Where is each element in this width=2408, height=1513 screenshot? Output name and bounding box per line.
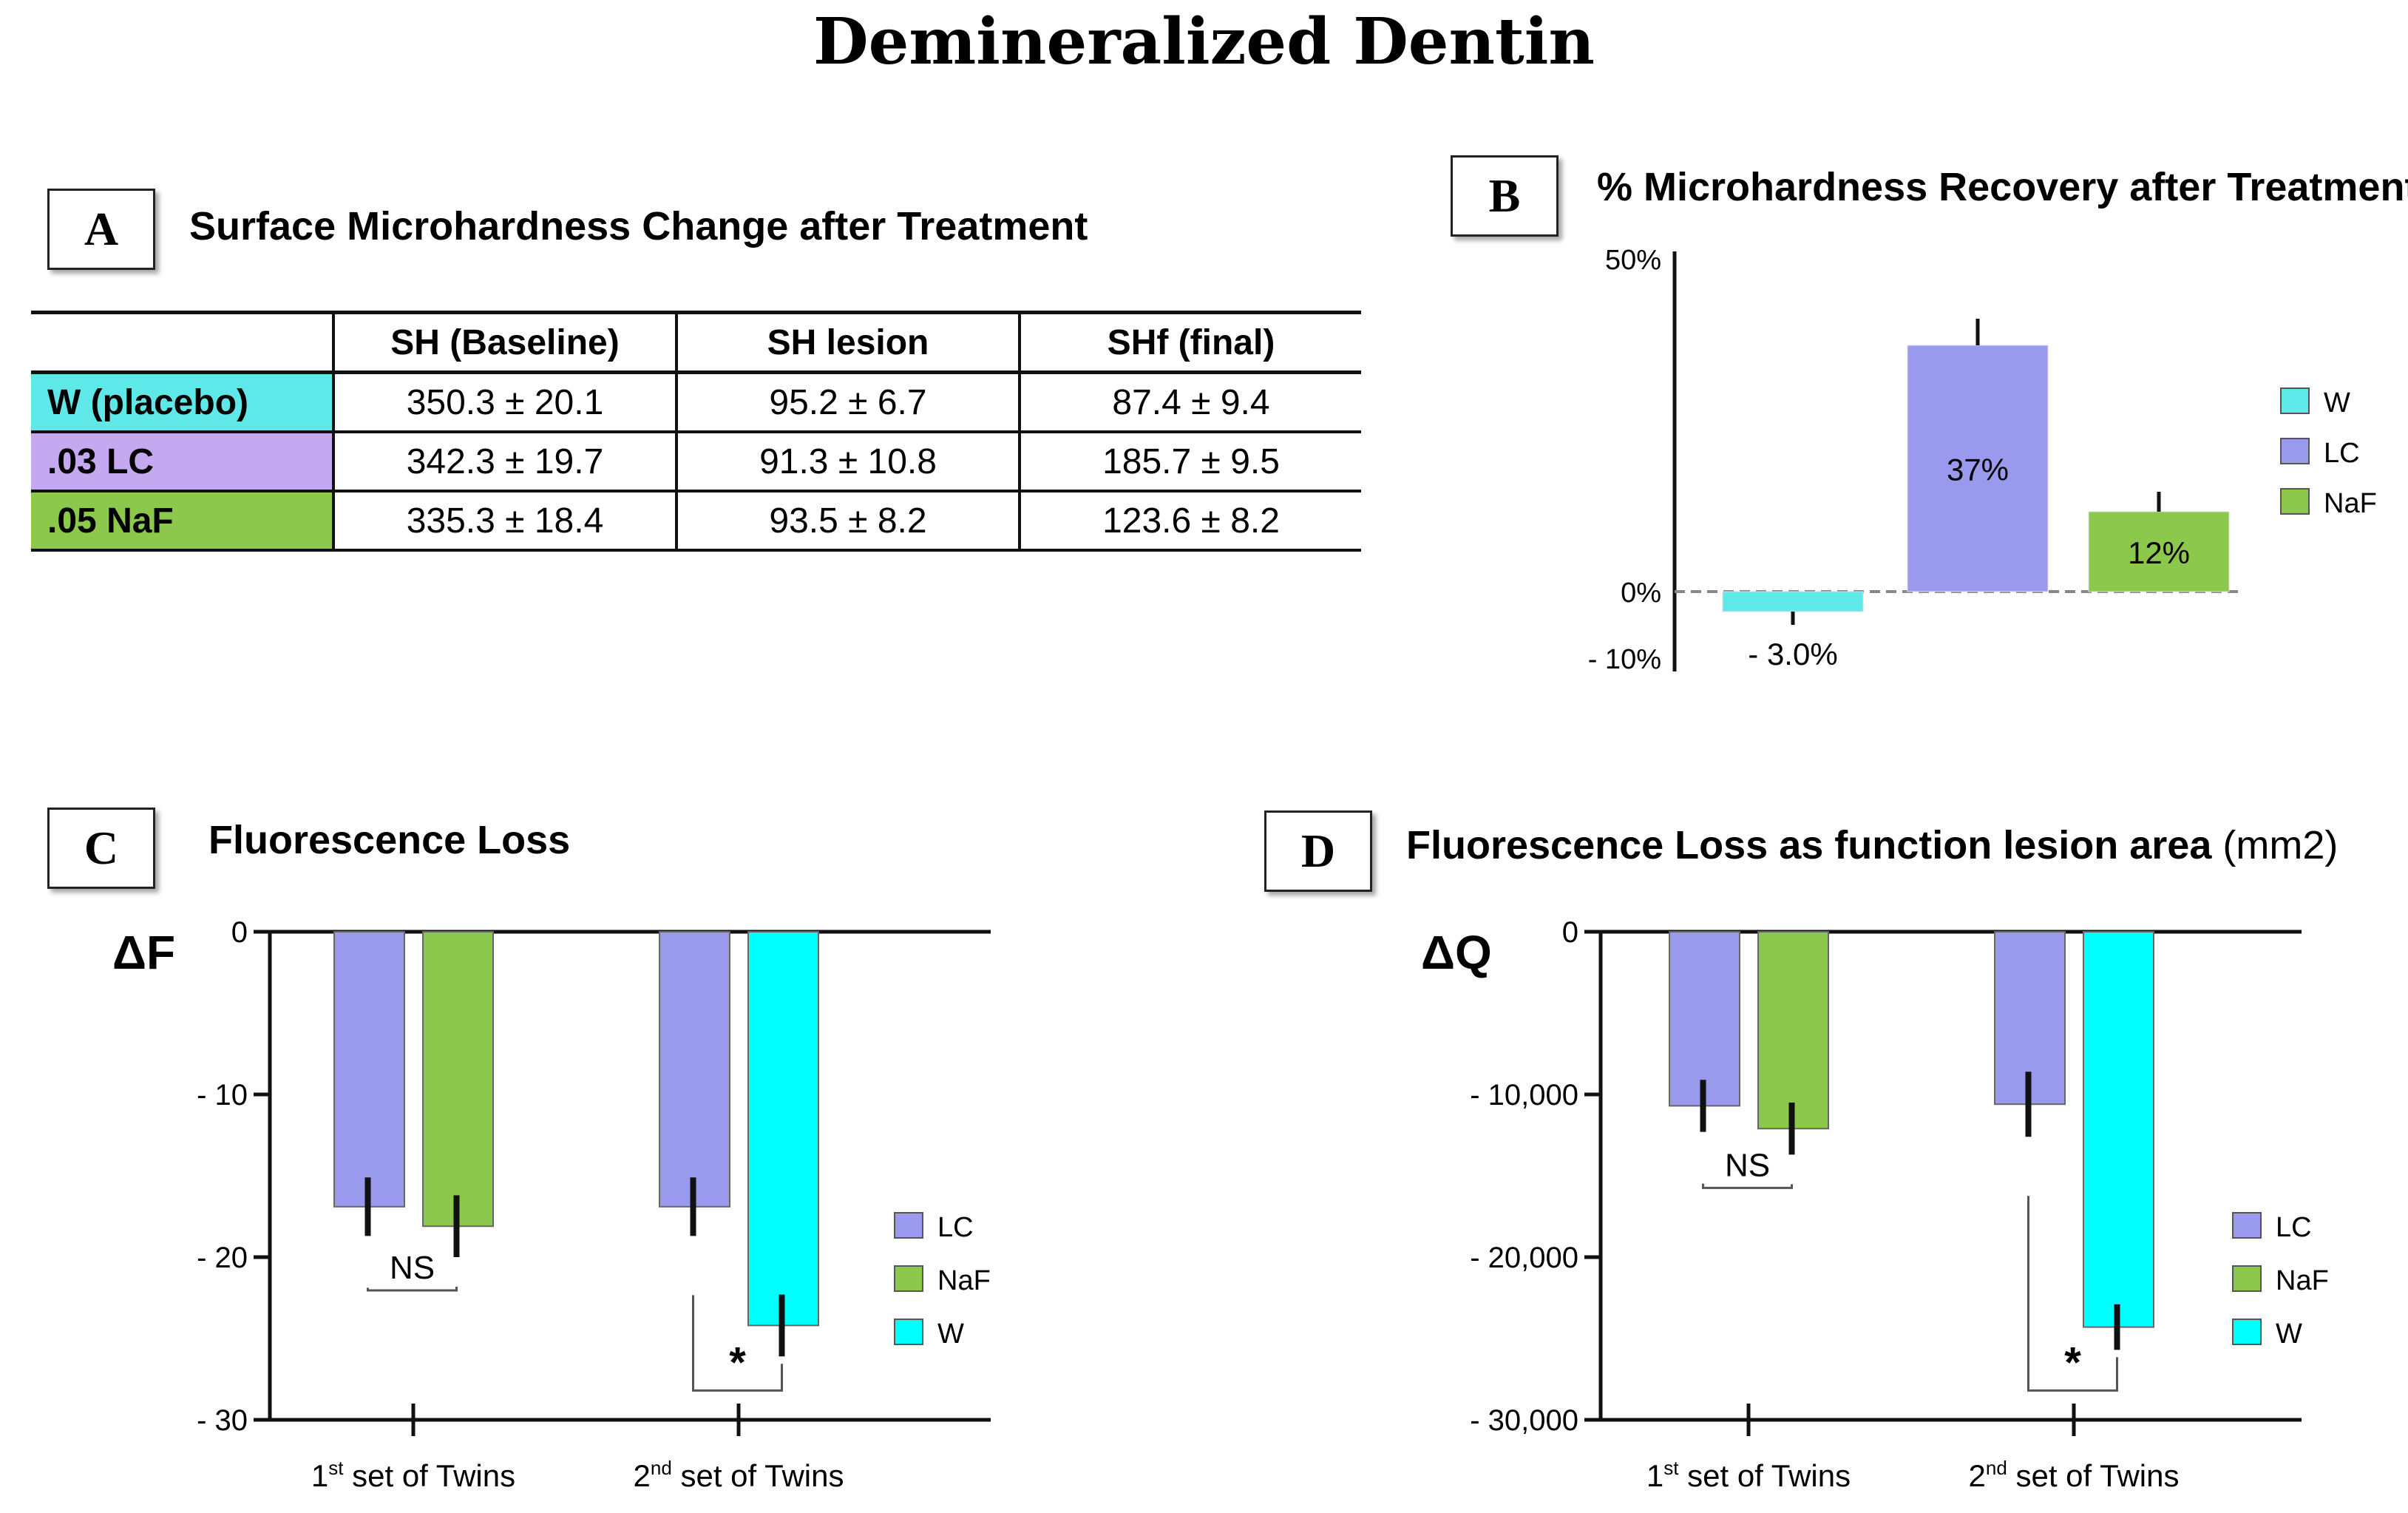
- legend-swatch-naf: [2232, 1265, 2262, 1292]
- table-header-row: SH (Baseline) SH lesion SHf (final): [31, 311, 1361, 374]
- annotation-significant: *: [729, 1338, 746, 1387]
- table-row: .03 LC 342.3 ± 19.7 91.3 ± 10.8 185.7 ± …: [31, 432, 1361, 493]
- y-tick-label: 0: [231, 916, 248, 949]
- table-cell: 185.7 ± 9.5: [1018, 432, 1361, 493]
- table-row: W (placebo) 350.3 ± 20.1 95.2 ± 6.7 87.4…: [31, 372, 1361, 433]
- table-cell: 93.5 ± 8.2: [675, 491, 1020, 552]
- panel-b-label: B: [1451, 155, 1559, 237]
- y-tick-label: - 30,000: [1470, 1404, 1578, 1437]
- row-label-w: W (placebo): [31, 372, 333, 433]
- legend-swatch-lc: [894, 1212, 923, 1239]
- legend-label-lc: LC: [937, 1212, 974, 1243]
- y-axis-title: ΔF: [112, 926, 175, 979]
- y-tick-label: 0: [1562, 916, 1578, 949]
- y-tick-label: - 10%: [1588, 644, 1661, 675]
- row-label-naf: .05 NaF: [31, 491, 333, 552]
- x-tick-label: 1st set of Twins: [1646, 1457, 1851, 1493]
- table-row: .05 NaF 335.3 ± 18.4 93.5 ± 8.2 123.6 ± …: [31, 491, 1361, 552]
- x-tick-label: 1st set of Twins: [311, 1457, 515, 1493]
- legend-swatch-w: [2232, 1319, 2262, 1345]
- fluorescence-area-chart: ΔQ 0 - 10,000 - 20,000 - 30,000 1st set of Tw…: [1421, 916, 2329, 1493]
- legend-swatch-w: [2280, 387, 2310, 414]
- fluorescence-loss-chart: ΔF 0 - 10 - 20 - 30 1st set of Twins NS 2nd set…: [112, 916, 991, 1493]
- panel-d-title-text: Fluorescence Loss as function lesion are…: [1406, 823, 2212, 867]
- panel-d-title: Fluorescence Loss as function lesion are…: [1406, 822, 2338, 868]
- recovery-bar-chart: 50% 0% - 10% - 3.0% 37% 12% W LC NaF: [1588, 245, 2377, 675]
- data-label: - 3.0%: [1748, 637, 1837, 671]
- significance-bracket: [692, 1295, 783, 1392]
- y-tick-label: 0%: [1621, 578, 1661, 609]
- bar-naf: [1757, 931, 1829, 1130]
- legend-label-w: W: [2276, 1319, 2302, 1350]
- data-label: 37%: [1947, 453, 2009, 487]
- x-tick-label: 2nd set of Twins: [634, 1457, 844, 1493]
- bar-naf: [422, 931, 494, 1228]
- bar-lc: [659, 931, 730, 1208]
- table-header-cell: [31, 311, 333, 374]
- panel-d-title-unit: (mm2): [2222, 823, 2339, 867]
- bar-w: [2083, 931, 2154, 1328]
- bar-lc: [333, 931, 405, 1208]
- page-title: Demineralized Dentin: [813, 4, 1595, 79]
- legend-label-w: W: [937, 1319, 964, 1350]
- bar-naf: [2088, 511, 2230, 592]
- table-cell: 123.6 ± 8.2: [1018, 491, 1361, 552]
- y-axis-title: ΔQ: [1421, 926, 1492, 979]
- bar-lc: [1907, 345, 2049, 592]
- annotation-significant: *: [2064, 1338, 2081, 1387]
- y-tick-label: - 10,000: [1470, 1079, 1578, 1111]
- panel-d-label: D: [1264, 810, 1372, 892]
- significance-bracket: [2027, 1196, 2118, 1392]
- table-cell: 350.3 ± 20.1: [332, 372, 676, 433]
- bar-w: [747, 931, 819, 1327]
- y-tick-label: - 30: [197, 1404, 248, 1437]
- panel-b-title: % Microhardness Recovery after Treatment: [1597, 165, 2408, 209]
- table-cell: 95.2 ± 6.7: [675, 372, 1020, 433]
- microhardness-table: SH (Baseline) SH lesion SHf (final) W (p…: [31, 311, 1361, 552]
- panel-c-title: Fluorescence Loss: [208, 818, 571, 862]
- y-tick-label: - 20: [197, 1242, 248, 1274]
- bar-w: [1722, 591, 1864, 612]
- bar-lc: [1669, 931, 1740, 1107]
- legend-label-naf: NaF: [2324, 488, 2377, 519]
- legend-label-naf: NaF: [2276, 1265, 2329, 1296]
- y-tick-label: - 20,000: [1470, 1242, 1578, 1274]
- legend-label-naf: NaF: [937, 1265, 991, 1296]
- data-label: 12%: [2128, 535, 2190, 570]
- legend-label-lc: LC: [2276, 1212, 2312, 1243]
- significance-bracket: [1702, 1183, 1793, 1189]
- table-header-cell: SH (Baseline): [332, 311, 676, 374]
- panel-a-label: A: [47, 189, 155, 270]
- legend-swatch-lc: [2232, 1212, 2262, 1239]
- legend-swatch-naf: [2280, 488, 2310, 515]
- annotation-ns: NS: [390, 1250, 435, 1286]
- table-header-cell: SH lesion: [675, 311, 1020, 374]
- x-tick-label: 2nd set of Twins: [1969, 1457, 2180, 1493]
- table-cell: 342.3 ± 19.7: [332, 432, 676, 493]
- y-tick-label: 50%: [1605, 245, 1661, 276]
- legend-swatch-naf: [894, 1265, 923, 1292]
- annotation-ns: NS: [1725, 1147, 1770, 1183]
- legend-label-lc: LC: [2324, 438, 2360, 469]
- table-cell: 87.4 ± 9.4: [1018, 372, 1361, 433]
- legend-swatch-lc: [2280, 438, 2310, 464]
- legend-swatch-w: [894, 1319, 923, 1345]
- legend-label-w: W: [2324, 387, 2350, 419]
- panel-c-label: C: [47, 808, 155, 889]
- panel-a-title: Surface Microhardness Change after Treat…: [189, 204, 1088, 248]
- table-cell: 91.3 ± 10.8: [675, 432, 1020, 493]
- table-cell: 335.3 ± 18.4: [332, 491, 676, 552]
- table-header-cell: SHf (final): [1018, 311, 1361, 374]
- significance-bracket: [367, 1287, 458, 1292]
- row-label-lc: .03 LC: [31, 432, 333, 493]
- y-tick-label: - 10: [197, 1079, 248, 1111]
